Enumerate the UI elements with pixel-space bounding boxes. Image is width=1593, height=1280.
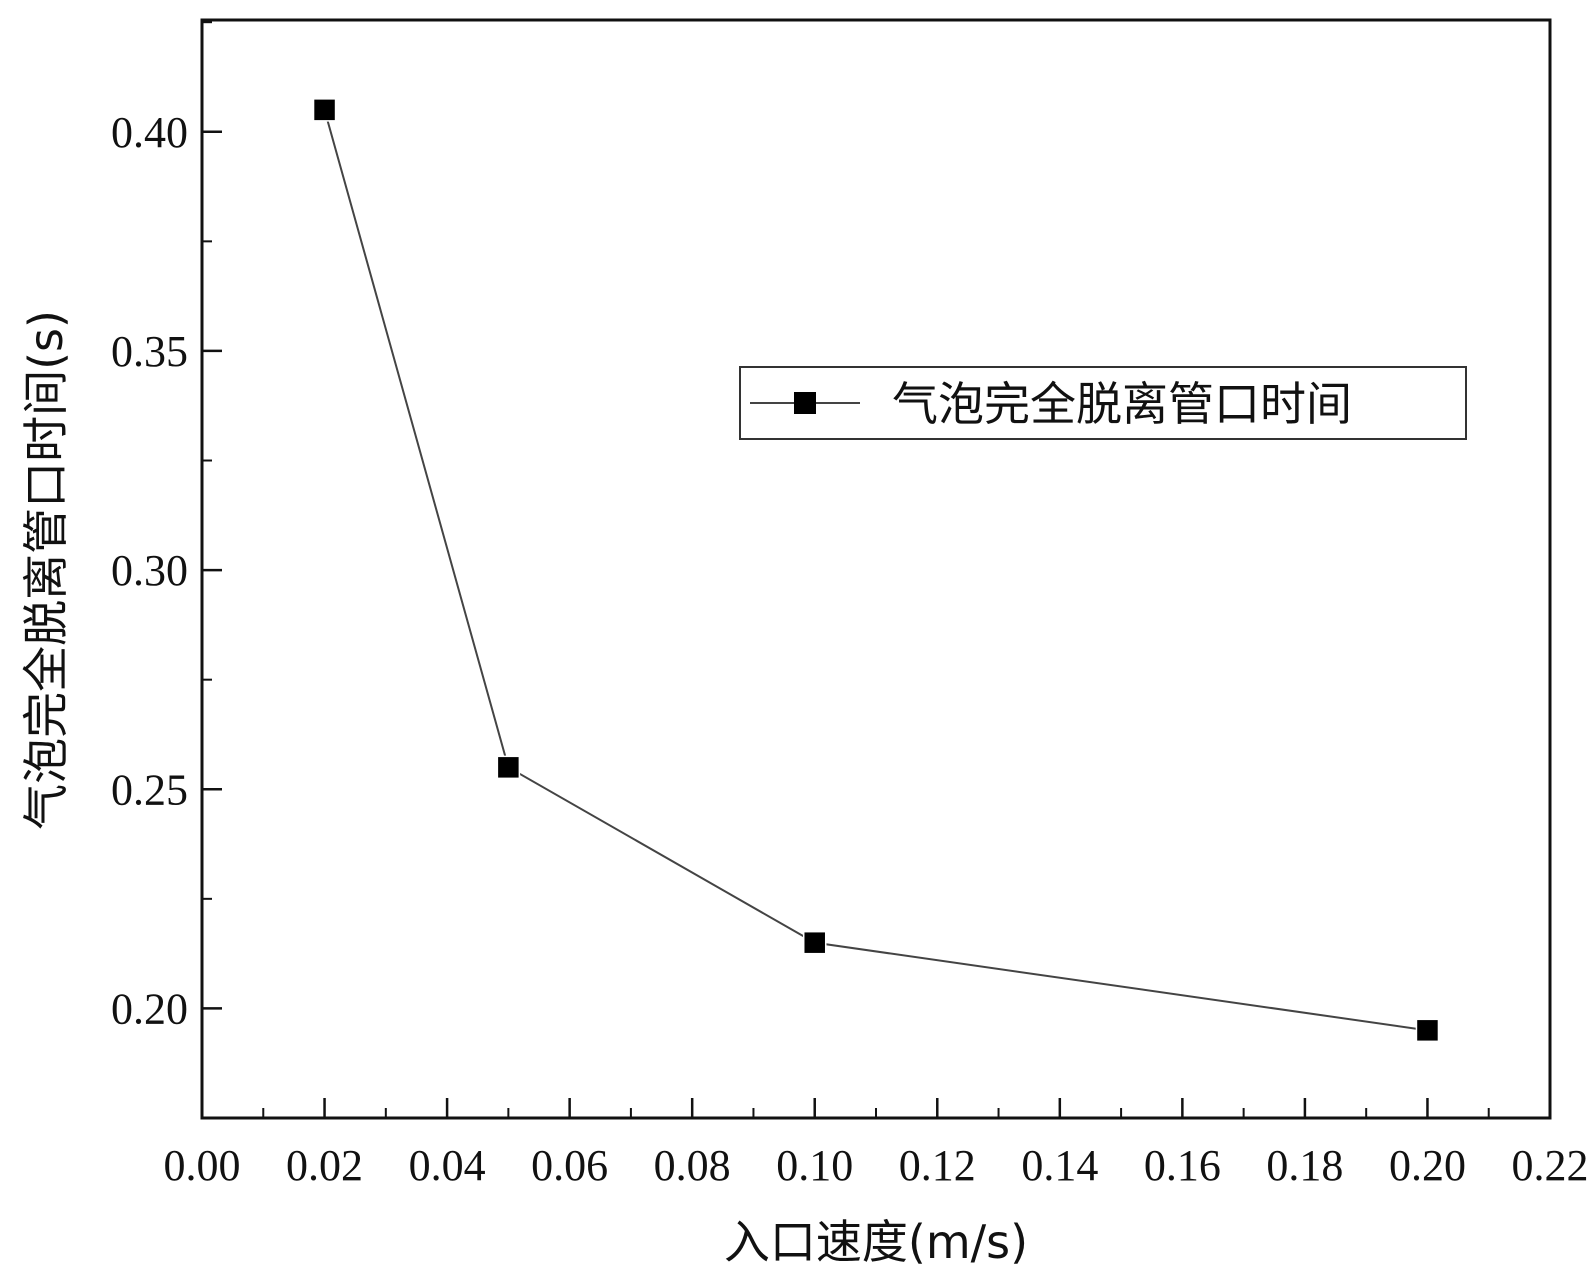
data-point-marker: [802, 930, 827, 955]
y-tick-label: 0.35: [111, 327, 188, 376]
series-line: [323, 109, 1428, 1032]
legend-box: [739, 366, 1467, 440]
x-tick-label: 0.10: [776, 1141, 853, 1190]
x-tick-label: 0.04: [409, 1141, 486, 1190]
y-tick-label: 0.25: [111, 765, 188, 814]
y-tick-label: 0.20: [111, 984, 188, 1033]
legend: 气泡完全脱离管口时间: [739, 366, 1467, 440]
y-axis-ticks: 0.20 0.25 0.30 0.35 0.40: [111, 21, 222, 1119]
x-tick-label: 0.02: [286, 1141, 363, 1190]
x-tick-label: 0.20: [1389, 1141, 1466, 1190]
x-tick-label: 0.14: [1021, 1141, 1098, 1190]
x-axis-ticks: 0.00 0.02 0.04 0.06 0.08 0.10 0.12 0.14 0.16 0.18…: [164, 1098, 1589, 1190]
x-tick-label: 0.22: [1512, 1141, 1589, 1190]
x-tick-label: 0.06: [531, 1141, 608, 1190]
x-tick-label: 0.16: [1144, 1141, 1221, 1190]
series-layer: [312, 98, 1440, 1043]
legend-marker: [794, 392, 816, 414]
x-tick-label: 0.08: [654, 1141, 731, 1190]
data-point-marker: [496, 755, 521, 780]
data-point-marker: [1415, 1018, 1440, 1043]
x-tick-label: 0.12: [899, 1141, 976, 1190]
plot-area: [200, 18, 1552, 1120]
x-tick-label: 0.00: [164, 1141, 241, 1190]
data-point-marker: [312, 98, 337, 122]
y-axis-title: 气泡完全脱离管口时间(s): [19, 310, 73, 830]
x-axis-title: 入口速度(m/s): [724, 1215, 1028, 1269]
y-tick-label: 0.40: [111, 108, 188, 157]
x-tick-label: 0.18: [1266, 1141, 1343, 1190]
legend-label: 气泡完全脱离管口时间: [892, 377, 1352, 431]
y-tick-label: 0.30: [111, 546, 188, 595]
